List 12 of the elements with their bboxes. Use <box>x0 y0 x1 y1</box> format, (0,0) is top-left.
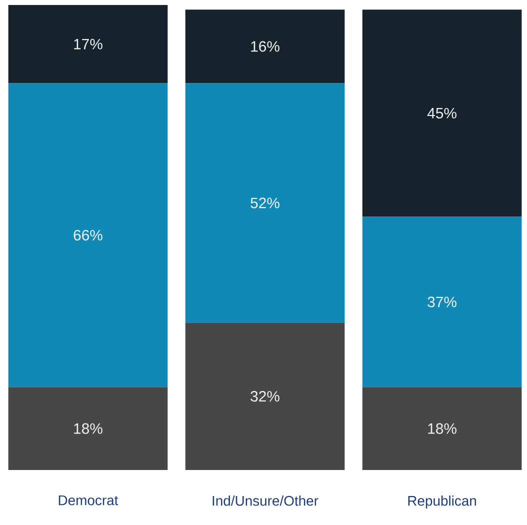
data-label: 32% <box>250 391 280 402</box>
data-label: 37% <box>428 296 456 308</box>
data-label: 18% <box>74 423 102 434</box>
data-label: 52% <box>250 198 280 208</box>
data-label: 45% <box>427 108 456 118</box>
x-tick-label: Democrat <box>58 496 118 506</box>
x-tick-label: Ind/Unsure/Other <box>212 496 318 506</box>
data-label: 18% <box>428 423 456 434</box>
data-label: 16% <box>251 41 280 52</box>
data-label: 66% <box>74 230 102 240</box>
data-label: 17% <box>74 38 102 50</box>
x-tick-label: Republican <box>408 496 476 509</box>
